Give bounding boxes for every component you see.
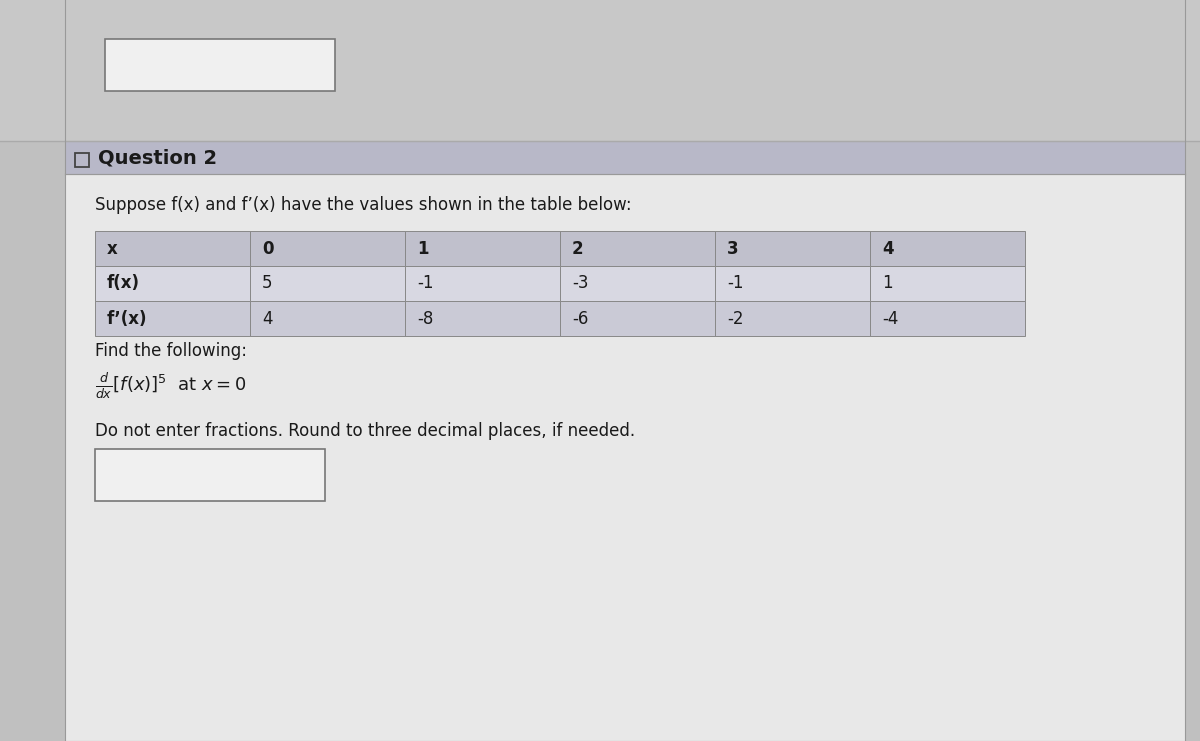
Bar bbox=[406, 301, 560, 336]
Bar bbox=[406, 231, 560, 266]
Text: 4: 4 bbox=[882, 239, 894, 258]
Text: f’(x): f’(x) bbox=[107, 310, 148, 328]
Bar bbox=[715, 266, 870, 301]
Text: -2: -2 bbox=[727, 310, 744, 328]
Bar bbox=[250, 231, 406, 266]
Text: -6: -6 bbox=[572, 310, 588, 328]
FancyBboxPatch shape bbox=[95, 449, 325, 501]
Bar bbox=[65, 146, 1186, 741]
Text: Suppose f(x) and f’(x) have the values shown in the table below:: Suppose f(x) and f’(x) have the values s… bbox=[95, 196, 631, 214]
Text: 0: 0 bbox=[262, 239, 274, 258]
Bar bbox=[95, 231, 250, 266]
Text: 4: 4 bbox=[262, 310, 272, 328]
Bar bbox=[95, 301, 250, 336]
Text: -1: -1 bbox=[727, 274, 744, 293]
Bar bbox=[715, 231, 870, 266]
Bar bbox=[250, 266, 406, 301]
Bar bbox=[560, 231, 715, 266]
Bar bbox=[65, 141, 1186, 174]
FancyBboxPatch shape bbox=[106, 39, 335, 91]
Bar bbox=[870, 231, 1025, 266]
Bar bbox=[870, 301, 1025, 336]
Text: 1: 1 bbox=[418, 239, 428, 258]
Text: Find the following:: Find the following: bbox=[95, 342, 247, 360]
Text: 1: 1 bbox=[882, 274, 893, 293]
Bar bbox=[250, 301, 406, 336]
Bar bbox=[406, 266, 560, 301]
Text: -4: -4 bbox=[882, 310, 899, 328]
Bar bbox=[95, 266, 250, 301]
Bar bbox=[560, 301, 715, 336]
Bar bbox=[560, 266, 715, 301]
Text: x: x bbox=[107, 239, 118, 258]
Text: 3: 3 bbox=[727, 239, 739, 258]
Bar bbox=[715, 301, 870, 336]
Text: Do not enter fractions. Round to three decimal places, if needed.: Do not enter fractions. Round to three d… bbox=[95, 422, 635, 440]
Bar bbox=[0, 0, 1200, 141]
Text: 2: 2 bbox=[572, 239, 583, 258]
Text: -3: -3 bbox=[572, 274, 588, 293]
Text: Question 2: Question 2 bbox=[98, 148, 217, 167]
Text: f(x): f(x) bbox=[107, 274, 140, 293]
Bar bbox=[870, 266, 1025, 301]
Text: 5: 5 bbox=[262, 274, 272, 293]
Text: -8: -8 bbox=[418, 310, 433, 328]
Text: $\frac{d}{dx}\left[f\left(x\right)\right]^{5}$  at $x{=}0$: $\frac{d}{dx}\left[f\left(x\right)\right… bbox=[95, 371, 246, 401]
Text: -1: -1 bbox=[418, 274, 433, 293]
